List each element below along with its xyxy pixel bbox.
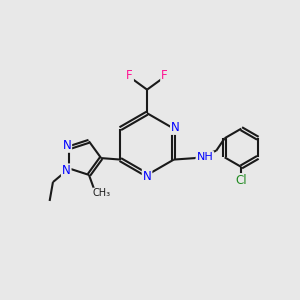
- Text: N: N: [143, 170, 152, 183]
- Text: F: F: [161, 69, 168, 82]
- Text: Cl: Cl: [236, 174, 247, 187]
- Text: CH₃: CH₃: [93, 188, 111, 199]
- Text: N: N: [62, 139, 71, 152]
- Text: NH: NH: [196, 152, 213, 162]
- Text: N: N: [62, 164, 70, 177]
- Text: F: F: [126, 69, 133, 82]
- Text: N: N: [171, 121, 180, 134]
